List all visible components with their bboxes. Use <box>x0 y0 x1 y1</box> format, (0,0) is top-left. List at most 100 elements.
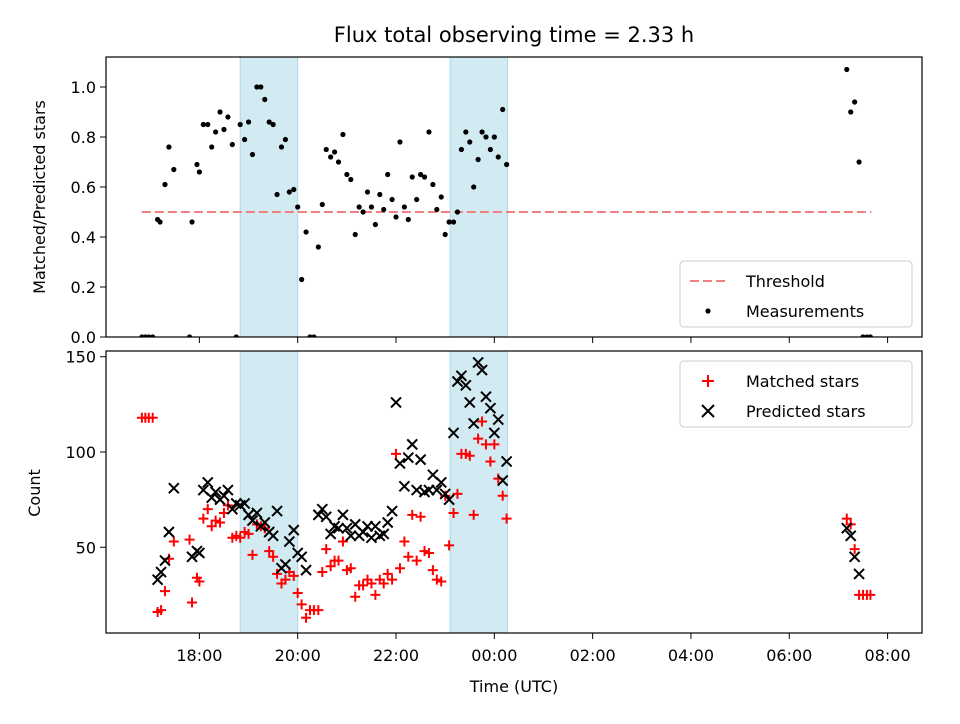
x-tick-label: 20:00 <box>275 646 321 665</box>
matched-point <box>436 576 447 587</box>
predicted-point <box>378 528 390 540</box>
measurement-point <box>229 141 235 148</box>
measurement-point <box>368 204 375 210</box>
legend-predicted-swatch <box>701 404 715 418</box>
measurement-point <box>504 161 510 168</box>
x-tick-label: 02:00 <box>570 646 616 665</box>
matched-point <box>485 456 496 467</box>
measurement-point <box>377 191 383 198</box>
x-tick-label: 18:00 <box>176 646 222 665</box>
measurement-point <box>442 231 448 238</box>
matched-point <box>407 509 418 520</box>
measurement-point <box>867 334 873 337</box>
measurement-point <box>372 221 378 228</box>
matched-point <box>268 551 279 562</box>
measurement-point <box>495 154 501 160</box>
matched-point <box>849 544 860 555</box>
measurement-point <box>258 84 264 90</box>
measurement-point <box>364 189 371 195</box>
matched-point <box>415 511 426 522</box>
measurement-point <box>414 196 420 203</box>
matched-point <box>366 578 377 589</box>
predicted-point <box>238 497 251 510</box>
predicted-point <box>467 417 480 430</box>
measurement-point <box>454 209 461 215</box>
predicted-point <box>398 480 411 492</box>
measurement-point <box>266 119 272 125</box>
matched-point <box>411 555 422 566</box>
predicted-point <box>218 490 230 502</box>
matched-point <box>317 567 328 578</box>
measurement-point <box>331 149 338 155</box>
bottom-panel: 50 100 150 18:00 20:00 22:00 00:00 02:00 04:00 06… <box>65 348 923 665</box>
measurement-point <box>249 151 256 158</box>
measurement-point <box>438 194 444 200</box>
matched-point <box>501 513 512 524</box>
matched-point <box>337 536 348 547</box>
matched-point <box>468 509 479 520</box>
matched-point <box>464 450 475 461</box>
predicted-point <box>242 509 255 521</box>
measurement-point <box>381 206 387 213</box>
top-legend-box <box>679 260 913 328</box>
matched-point <box>345 563 356 574</box>
matched-point <box>272 568 283 579</box>
measurement-point <box>194 161 200 168</box>
predicted-point <box>447 427 460 439</box>
measurement-point <box>335 159 342 165</box>
matched-point <box>147 412 158 423</box>
measurement-point <box>299 276 305 283</box>
top-y-tick-label: 0.2 <box>71 278 96 297</box>
top-y-tick-label: 0.6 <box>71 178 96 197</box>
legend-label: Matched stars <box>746 372 859 391</box>
measurement-point <box>242 136 248 143</box>
predicted-point <box>163 526 175 538</box>
matched-point <box>489 439 500 450</box>
predicted-point <box>246 514 259 527</box>
predicted-point <box>324 528 337 540</box>
predicted-point <box>332 522 345 534</box>
measurement-point <box>467 139 473 145</box>
matched-point <box>399 536 410 547</box>
top-shaded-interval-1 <box>449 56 509 338</box>
legend-matched-swatch <box>702 375 714 387</box>
measurement-point <box>397 139 403 145</box>
bottom-series-1 <box>151 356 865 586</box>
predicted-point <box>202 476 214 489</box>
measurement-point <box>307 334 313 337</box>
matched-point <box>427 565 438 576</box>
predicted-point <box>345 530 357 542</box>
predicted-point <box>193 547 206 559</box>
predicted-point <box>259 516 271 529</box>
measurement-point <box>323 146 329 153</box>
matched-point <box>243 528 254 539</box>
measurement-point <box>463 129 469 135</box>
predicted-point <box>500 455 513 468</box>
top-y-axis-label: Matched/Predicted stars <box>30 100 49 294</box>
measurement-point <box>291 186 297 193</box>
measurement-point <box>254 84 260 90</box>
measurement-point <box>500 106 506 113</box>
predicted-point <box>283 535 296 548</box>
measurement-point <box>205 121 211 128</box>
matched-point <box>403 551 414 562</box>
predicted-point <box>853 568 865 580</box>
top-panel: 0.0 0.2 0.4 0.6 0.8 1.0 Threshold Measurements <box>71 56 923 347</box>
measurement-point <box>421 174 428 180</box>
matched-point <box>480 439 491 450</box>
measurement-point <box>483 134 489 140</box>
measurement-point <box>311 334 317 337</box>
predicted-point <box>205 492 218 504</box>
measurement-point <box>315 244 321 250</box>
measurement-point <box>319 201 325 208</box>
matched-point <box>168 536 179 547</box>
predicted-point <box>271 505 283 517</box>
predicted-point <box>484 402 497 414</box>
predicted-point <box>848 551 861 563</box>
measurement-point <box>856 159 862 165</box>
measurement-point <box>848 109 854 115</box>
predicted-point <box>431 484 443 496</box>
predicted-point <box>288 524 300 536</box>
matched-point <box>358 580 369 591</box>
measurement-point <box>213 129 219 135</box>
